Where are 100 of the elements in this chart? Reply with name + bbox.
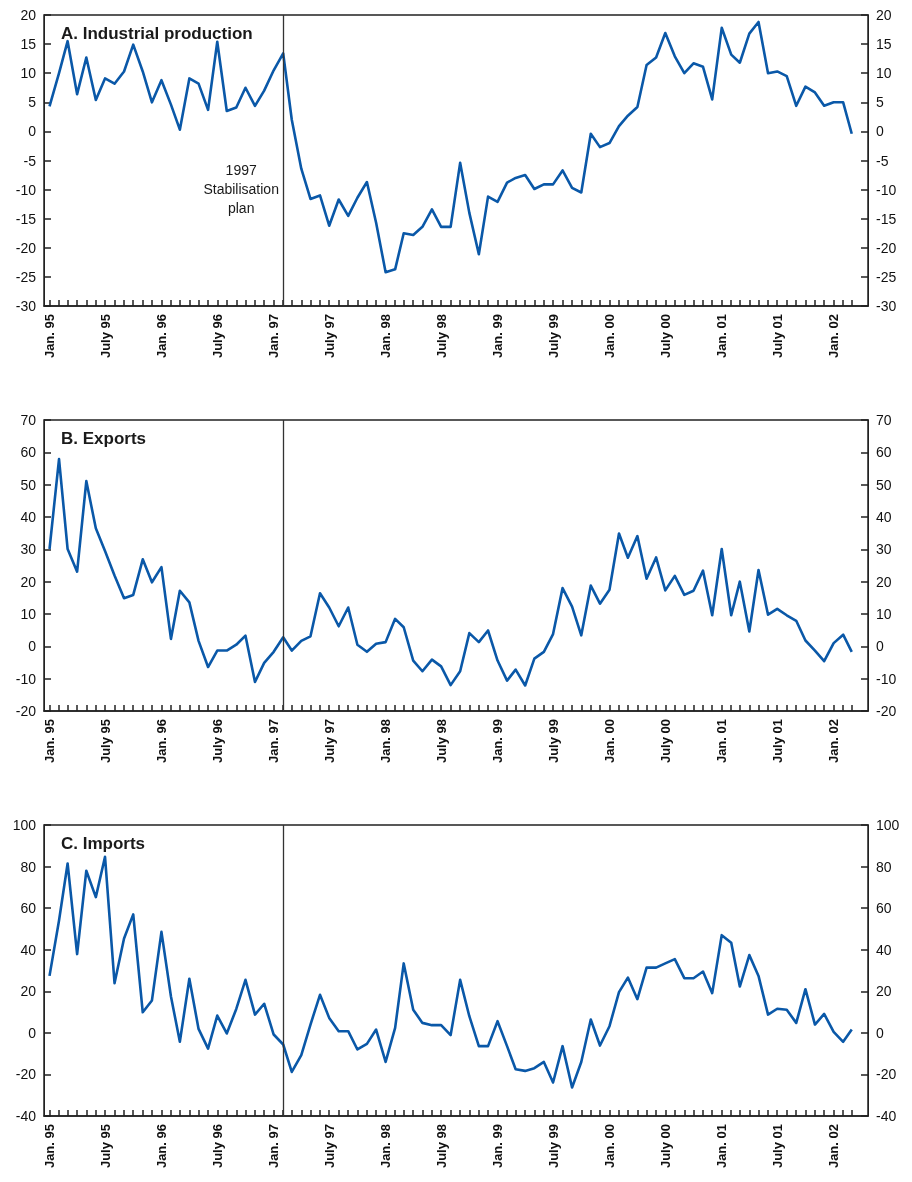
- line-series: [48, 855, 854, 1089]
- x-tick-label: July 97: [321, 314, 337, 359]
- y2-tick-label: 60: [876, 900, 892, 917]
- y2-tick-label: 0: [876, 123, 884, 140]
- y2-tick-label: 20: [876, 7, 892, 23]
- x-tick-label: July 99: [545, 314, 561, 359]
- y2-tick-label: 80: [876, 858, 892, 875]
- y-tick-label: 60: [20, 900, 37, 917]
- y2-tick-label: 0: [876, 1024, 884, 1041]
- y-tick-label: 40: [20, 509, 37, 525]
- x-tick-label: July 99: [545, 1124, 561, 1169]
- y2-tick-label: -15: [876, 210, 897, 227]
- y2-tick-label: -40: [876, 1108, 897, 1124]
- y-tick-label: 20: [20, 983, 37, 1000]
- x-tick-label: Jan. 96: [153, 314, 169, 359]
- x-tick-label: Jan. 95: [42, 1124, 58, 1169]
- y2-tick-label: 20: [876, 573, 892, 590]
- y2-tick-label: -25: [876, 268, 897, 285]
- y2-tick-label: 30: [876, 541, 892, 558]
- x-tick-label: July 01: [769, 1124, 785, 1169]
- y-tick-label: 30: [20, 541, 37, 558]
- y-tick-label: -20: [15, 1066, 37, 1083]
- y-tick-label: -25: [15, 268, 37, 285]
- y-tick-label: 5: [28, 94, 37, 111]
- line-series: [48, 20, 854, 274]
- x-tick-label: Jan. 98: [378, 1124, 394, 1169]
- y2-tick-label: -10: [876, 181, 897, 198]
- x-tick-label: July 01: [769, 719, 785, 764]
- x-tick-label: Jan. 02: [826, 719, 842, 764]
- x-tick-label: Jan. 01: [714, 314, 730, 359]
- text: B. Exports: [61, 429, 147, 448]
- x-tick-label: July 98: [433, 1124, 449, 1169]
- y-tick-label: 20: [20, 7, 37, 23]
- y-tick-label: 40: [20, 941, 37, 958]
- y-tick-label: 0: [28, 123, 37, 140]
- y2-tick-label: 20: [876, 983, 892, 1000]
- y-tick-label: -10: [15, 181, 37, 198]
- y-tick-label: 70: [20, 412, 37, 428]
- x-tick-label: Jan. 95: [42, 314, 58, 359]
- y2-tick-label: 40: [876, 509, 892, 525]
- y2-tick-label: -5: [876, 152, 889, 169]
- x-tick-label: July 00: [657, 314, 673, 359]
- y-tick-label: 80: [20, 858, 37, 875]
- x-tick-label: Jan. 01: [714, 719, 730, 764]
- y-tick-label: 0: [28, 638, 37, 655]
- x-tick-label: Jan. 00: [601, 314, 617, 359]
- y-tick-label: 50: [20, 476, 37, 493]
- x-tick-label: July 95: [97, 1124, 113, 1169]
- x-tick-label: Jan. 99: [490, 1124, 506, 1169]
- x-tick-label: July 00: [657, 719, 673, 764]
- y2-tick-label: -20: [876, 1066, 897, 1083]
- x-tick-label: Jan. 99: [490, 314, 506, 359]
- y-tick-label: -20: [15, 239, 37, 256]
- ref-line-label: 1997 Stabilisation plan: [203, 162, 279, 217]
- y-tick-label: -40: [15, 1108, 37, 1124]
- x-tick-label: Jan. 02: [826, 314, 842, 359]
- y2-tick-label: -30: [876, 298, 897, 314]
- y-tick-label: 60: [20, 444, 37, 461]
- x-tick-label: July 97: [321, 1124, 337, 1169]
- y2-tick-label: -10: [876, 670, 897, 687]
- y2-tick-label: 10: [876, 65, 892, 82]
- y-tick-label: 20: [20, 573, 37, 590]
- x-tick-label: July 95: [97, 719, 113, 764]
- x-tick-label: Jan. 00: [601, 719, 617, 764]
- x-tick-label: Jan. 96: [153, 719, 169, 764]
- x-tick-label: Jan. 00: [601, 1124, 617, 1169]
- y2-tick-label: 40: [876, 941, 892, 958]
- y2-tick-label: 50: [876, 476, 892, 493]
- y-tick-label: 100: [12, 817, 37, 833]
- y-tick-label: 15: [20, 36, 37, 53]
- y-tick-label: -30: [15, 298, 37, 314]
- x-tick-label: Jan. 98: [378, 719, 394, 764]
- x-tick-label: Jan. 01: [714, 1124, 730, 1169]
- x-tick-label: Jan. 02: [826, 1124, 842, 1169]
- y-tick-label: -15: [15, 210, 37, 227]
- y-tick-label: 10: [20, 65, 37, 82]
- x-tick-label: July 98: [433, 314, 449, 359]
- y2-tick-label: 10: [876, 606, 892, 622]
- x-tick-label: Jan. 95: [42, 719, 58, 764]
- y2-tick-label: 100: [876, 817, 900, 833]
- x-tick-label: Jan. 98: [378, 314, 394, 359]
- x-tick-label: July 01: [769, 314, 785, 359]
- text: A. Industrial production: [61, 24, 253, 43]
- x-tick-label: July 00: [657, 1124, 673, 1169]
- y2-tick-label: -20: [876, 239, 897, 256]
- text: C. Imports: [61, 834, 146, 853]
- x-tick-label: July 96: [209, 314, 225, 359]
- x-tick-label: July 99: [545, 719, 561, 764]
- y-tick-label: 0: [28, 1024, 37, 1041]
- y2-tick-label: -20: [876, 703, 897, 719]
- x-tick-label: Jan. 96: [153, 1124, 169, 1169]
- y2-tick-label: 5: [876, 94, 884, 111]
- x-tick-label: July 98: [433, 719, 449, 764]
- x-tick-label: Jan. 97: [266, 719, 282, 764]
- y2-tick-label: 0: [876, 638, 884, 655]
- y2-tick-label: 60: [876, 444, 892, 461]
- y-tick-label: 10: [20, 606, 37, 622]
- y2-tick-label: 70: [876, 412, 892, 428]
- line-series: [48, 457, 854, 687]
- x-tick-label: July 95: [97, 314, 113, 359]
